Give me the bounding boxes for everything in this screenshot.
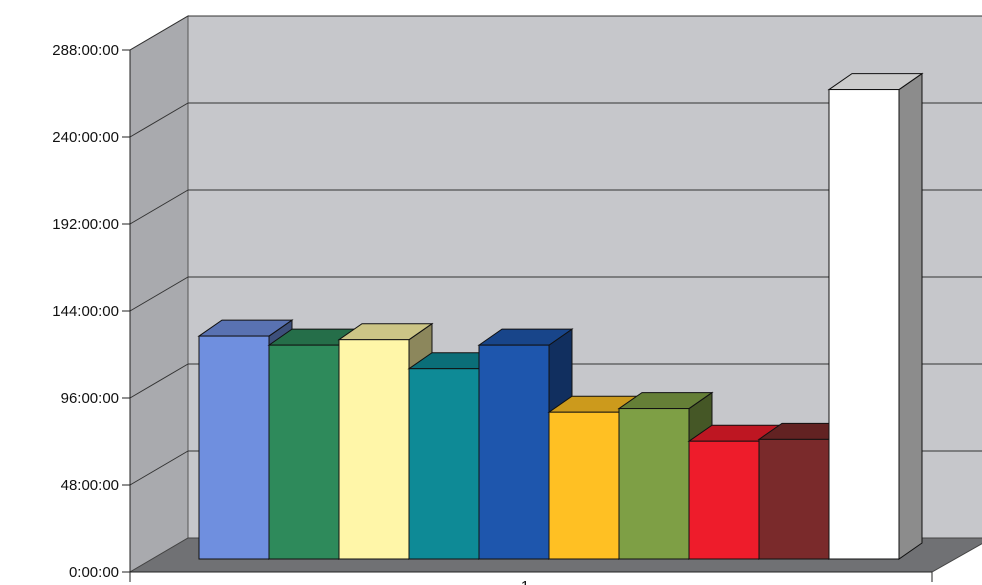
gridline-side <box>129 102 189 138</box>
bar-10 <box>827 72 924 560</box>
y-tick-label: 240:00:00 <box>52 129 119 146</box>
gridline-side <box>129 363 189 399</box>
y-tick-label: 96:00:00 <box>61 390 119 407</box>
gridline-side <box>129 189 189 225</box>
y-tick-label: 48:00:00 <box>61 477 119 494</box>
gridline-side <box>129 15 189 51</box>
y-axis: 0:00:00 48:00:00 96:00:00 144:00:00 192:00:0… <box>52 42 131 581</box>
y-tick-label: 192:00:00 <box>52 216 119 233</box>
y-tick-label: 0:00:00 <box>69 564 119 581</box>
gridline-side <box>129 450 189 486</box>
x-axis: 1 <box>129 571 933 585</box>
x-tick-label: 1 <box>521 578 529 585</box>
y-tick-label: 144:00:00 <box>52 303 119 320</box>
y-tick-label: 288:00:00 <box>52 42 119 59</box>
bars <box>197 72 924 560</box>
gridline-side <box>129 276 189 312</box>
